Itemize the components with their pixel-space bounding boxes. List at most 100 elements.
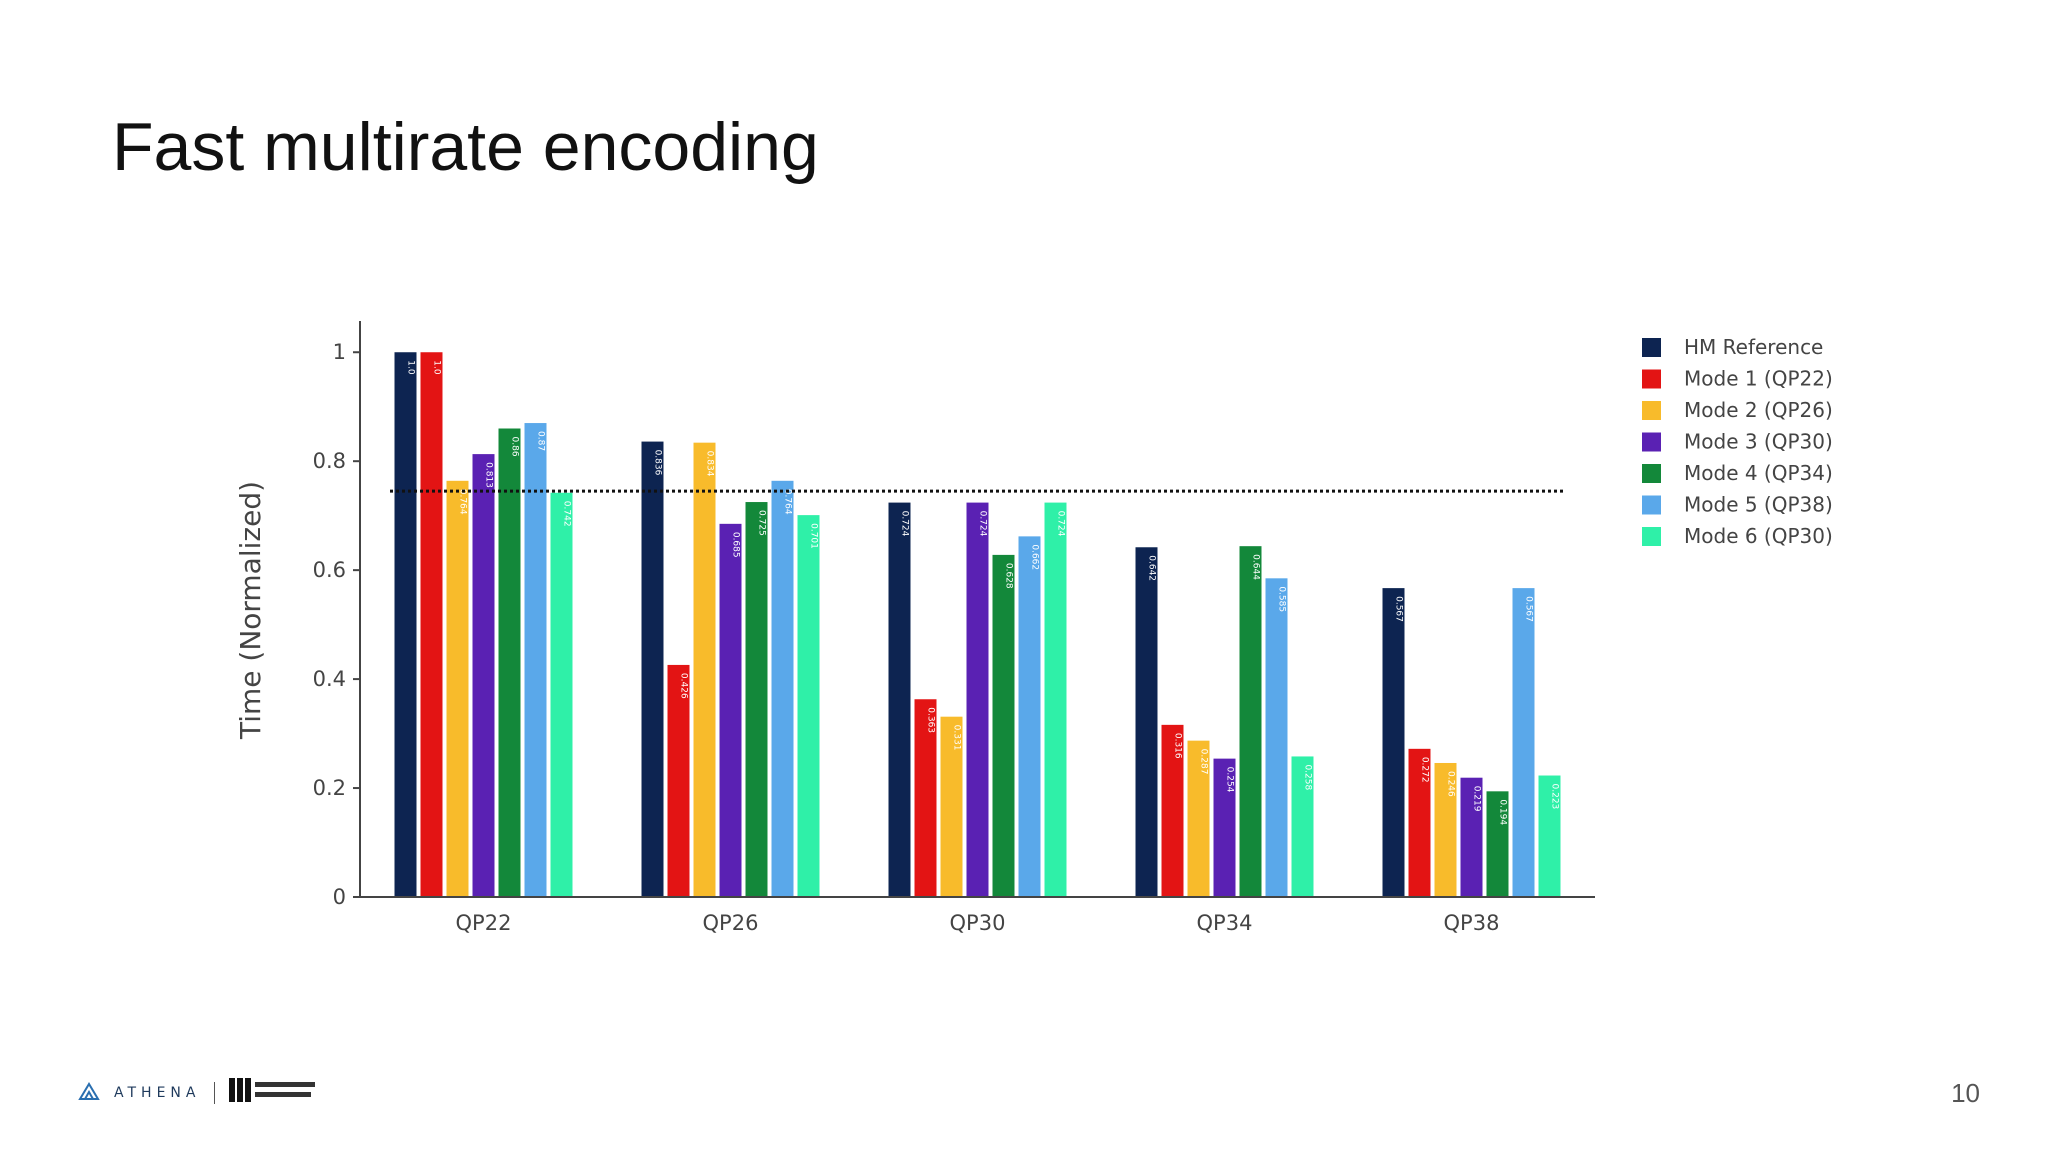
bar-value-label: 0.254: [1225, 767, 1235, 793]
bar-value-label: 0.742: [562, 501, 572, 527]
bar-value-label: 0.272: [1420, 757, 1430, 783]
x-axis: QP22 QP26 QP30 QP34 QP38: [360, 896, 1595, 935]
bar-value-label: 0.813: [484, 462, 494, 488]
y-axis: 0 0.2 0.4 0.6 0.8 1: [313, 321, 361, 909]
bar-value-label: 0.316: [1173, 733, 1183, 759]
bar-value-label: 0.725: [757, 510, 767, 536]
bar: [1213, 758, 1236, 897]
bar: [1434, 762, 1457, 897]
bar-value-label: 0.644: [1251, 554, 1261, 580]
bar-value-label: 0.764: [783, 489, 793, 515]
bar-value-label: 0.685: [731, 532, 741, 558]
bar-value-label: 0.642: [1147, 555, 1157, 581]
bar-value-label: 0.219: [1472, 786, 1482, 812]
legend: HM Reference Mode 1 (QP22) Mode 2 (QP26) Mo…: [1642, 335, 1833, 548]
y-tick-label: 0.4: [313, 667, 346, 691]
bar: [1239, 546, 1262, 897]
bar-value-label: 0.426: [679, 673, 689, 699]
bar: [394, 352, 417, 897]
bar-value-label: 0.724: [900, 511, 910, 537]
bars: 1.0 1.0 0.764 0.813 0.86 0.87 0.742 0.836 0.426 0…: [394, 352, 1561, 897]
bar: [693, 442, 716, 897]
y-tick-label: 0.6: [313, 558, 346, 582]
bar: [1382, 588, 1405, 897]
slide-title: Fast multirate encoding: [112, 109, 819, 185]
legend-swatch: [1642, 338, 1661, 357]
bar: [1291, 756, 1314, 897]
bar: [446, 480, 469, 897]
bar-value-label: 0.287: [1199, 749, 1209, 775]
bar: [1408, 748, 1431, 897]
bar-value-label: 1.0: [432, 360, 442, 375]
x-tick-label: QP26: [703, 911, 759, 935]
bar: [1018, 536, 1041, 897]
bar-value-label: 0.87: [536, 431, 546, 451]
bar: [966, 502, 989, 897]
bar: [498, 428, 521, 897]
bar: [1135, 547, 1158, 897]
bar: [1187, 740, 1210, 897]
logo-divider: [214, 1082, 216, 1104]
bar: [1460, 777, 1483, 897]
x-tick-label: QP22: [456, 911, 512, 935]
bar-value-label: 0.86: [510, 437, 520, 457]
bar-value-label: 0.567: [1524, 596, 1534, 622]
y-tick-label: 0.2: [313, 776, 346, 800]
bar-value-label: 0.246: [1446, 771, 1456, 797]
footer-logos: ATHENA: [78, 1077, 321, 1109]
bar-value-label: 0.834: [705, 451, 715, 477]
bar: [1265, 578, 1288, 897]
bar: [667, 664, 690, 897]
bar-value-label: 0.724: [1056, 511, 1066, 537]
x-tick-label: QP38: [1444, 911, 1500, 935]
bar-value-label: 0.628: [1004, 563, 1014, 589]
legend-swatch: [1642, 401, 1661, 420]
legend-swatch: [1642, 464, 1661, 483]
bar: [1044, 502, 1067, 897]
bar-value-label: 0.331: [952, 725, 962, 751]
bar-value-label: 0.223: [1550, 784, 1560, 810]
bar-value-label: 0.363: [926, 707, 936, 733]
bar: [420, 352, 443, 897]
legend-entry: Mode 6 (QP30): [1684, 524, 1833, 548]
legend-swatch: [1642, 432, 1661, 452]
athena-logo-icon: [78, 1081, 100, 1105]
page-number: 10: [1951, 1078, 1980, 1108]
klagenfurt-university-logo-icon: [229, 1077, 321, 1109]
bar-value-label: 0.724: [978, 511, 988, 537]
bar: [1512, 588, 1535, 897]
bar: [550, 492, 573, 897]
bar: [472, 454, 495, 897]
legend-entry: Mode 4 (QP34): [1684, 461, 1833, 485]
y-tick-label: 0: [333, 885, 346, 909]
y-tick-label: 1: [333, 340, 346, 364]
legend-entry: Mode 3 (QP30): [1684, 430, 1833, 454]
bar: [914, 699, 937, 897]
bar: [641, 441, 664, 897]
bar-value-label: 0.194: [1498, 799, 1508, 825]
bar-value-label: 0.585: [1277, 586, 1287, 612]
y-tick-label: 0.8: [313, 449, 346, 473]
bar: [992, 554, 1015, 897]
legend-swatch: [1642, 369, 1661, 389]
x-tick-label: QP30: [950, 911, 1006, 935]
bar-value-label: 0.836: [653, 450, 663, 476]
bar-value-label: 0.764: [458, 489, 468, 515]
legend-entry: Mode 5 (QP38): [1684, 493, 1833, 517]
bar-value-label: 1.0: [406, 360, 416, 375]
legend-swatch: [1642, 495, 1661, 515]
bar: [1161, 724, 1184, 897]
bar: [888, 502, 911, 897]
bar-value-label: 0.662: [1030, 544, 1040, 570]
bar: [1538, 775, 1561, 897]
legend-entry: Mode 2 (QP26): [1684, 398, 1833, 422]
legend-entry: Mode 1 (QP22): [1684, 367, 1833, 391]
legend-entry: HM Reference: [1684, 335, 1823, 359]
bar: [719, 523, 742, 897]
bar: [797, 515, 820, 897]
bar: [1486, 791, 1509, 897]
athena-logo-text: ATHENA: [114, 1085, 201, 1101]
bar: [745, 502, 768, 897]
bar: [771, 480, 794, 897]
